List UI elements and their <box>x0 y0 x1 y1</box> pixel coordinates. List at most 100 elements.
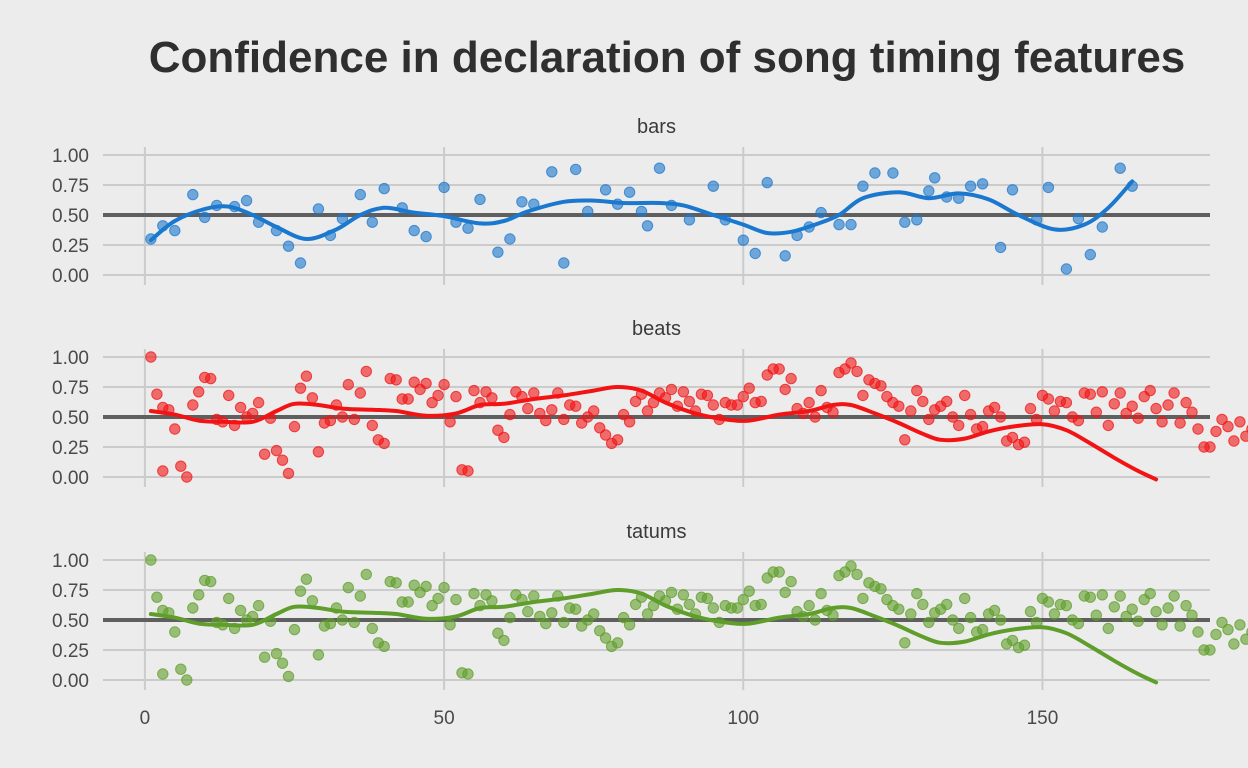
data-point <box>366 622 378 635</box>
data-point <box>785 575 797 588</box>
data-point <box>953 419 965 432</box>
data-point <box>707 399 719 411</box>
data-point <box>420 580 432 593</box>
data-point <box>312 203 325 215</box>
data-point <box>468 587 480 600</box>
data-point <box>1186 406 1198 418</box>
data-point <box>665 383 678 396</box>
data-point <box>282 240 295 252</box>
data-point <box>534 407 546 420</box>
data-point <box>306 595 319 607</box>
data-point <box>492 627 504 639</box>
data-point <box>887 167 899 179</box>
y-tick-label: 0.75 <box>52 176 89 197</box>
data-point <box>181 674 193 686</box>
data-point <box>869 167 881 179</box>
data-point <box>623 416 636 428</box>
data-point <box>905 405 917 417</box>
data-point <box>294 585 307 597</box>
data-point <box>1072 617 1085 630</box>
data-point <box>994 241 1007 254</box>
data-point <box>570 603 582 615</box>
data-point <box>516 196 528 208</box>
data-point <box>306 392 319 404</box>
data-point <box>462 465 474 477</box>
data-point <box>276 454 289 466</box>
panel-bars: bars 0.00 0.25 0.50 0.75 1.00 <box>52 116 1210 287</box>
data-point <box>1192 626 1204 638</box>
data-point <box>1210 425 1222 438</box>
data-point <box>546 166 558 178</box>
data-point <box>187 399 199 411</box>
y-tick-label: 0.75 <box>52 378 89 399</box>
x-axis: 0 50 100 150 <box>140 708 1059 729</box>
data-point <box>240 194 253 207</box>
data-point <box>294 382 307 394</box>
data-point <box>246 610 259 623</box>
data-point <box>1060 599 1073 612</box>
data-point <box>342 581 354 594</box>
data-point <box>522 402 534 415</box>
data-point <box>1168 590 1180 602</box>
y-tick-label: 0.50 <box>52 408 89 429</box>
data-point <box>617 408 630 421</box>
panel-tatums: tatums 0.00 0.25 0.50 0.75 1.00 <box>52 521 1248 692</box>
data-point <box>857 389 869 402</box>
data-point <box>1216 413 1228 426</box>
data-point <box>246 407 259 420</box>
data-point <box>1132 412 1144 424</box>
y-tick-label: 1.00 <box>52 146 89 167</box>
data-point <box>402 596 414 608</box>
data-point <box>611 637 624 649</box>
data-point <box>599 632 612 644</box>
data-point <box>1228 435 1240 447</box>
data-point <box>731 602 743 614</box>
data-point <box>1240 633 1248 645</box>
data-point <box>893 603 905 615</box>
x-tick-label: 0 <box>140 708 151 729</box>
data-point <box>486 595 498 607</box>
data-point <box>570 400 582 412</box>
data-point <box>205 575 217 588</box>
data-point <box>187 602 199 614</box>
data-point <box>964 611 977 624</box>
data-point <box>851 365 863 378</box>
data-point <box>312 649 325 661</box>
y-tick-label: 0.25 <box>52 236 89 257</box>
data-point <box>755 598 767 611</box>
smooth-line-beats <box>148 385 1159 482</box>
data-point <box>1084 388 1097 400</box>
data-point <box>354 387 366 399</box>
data-point <box>1234 416 1246 428</box>
data-point <box>941 395 953 408</box>
data-point <box>402 393 414 405</box>
data-point <box>701 389 714 402</box>
data-point <box>845 218 857 231</box>
data-point <box>875 380 887 392</box>
data-point <box>1150 605 1162 618</box>
data-point <box>785 372 797 385</box>
data-point <box>1072 414 1085 427</box>
data-point <box>641 405 654 417</box>
data-point <box>988 401 1001 414</box>
data-point <box>815 384 827 397</box>
data-point <box>546 404 558 416</box>
data-point <box>1144 587 1156 600</box>
data-point <box>923 616 935 629</box>
data-point <box>432 389 444 402</box>
data-point <box>851 568 863 581</box>
data-point <box>677 589 690 601</box>
data-point <box>737 390 749 403</box>
data-point <box>1180 599 1192 612</box>
data-point <box>438 181 450 194</box>
panel-label-tatums: tatums <box>626 521 686 543</box>
data-point <box>1168 387 1180 399</box>
data-point <box>1006 634 1019 647</box>
data-point <box>504 611 516 624</box>
data-point <box>342 378 354 391</box>
data-point <box>426 599 438 612</box>
data-point <box>899 434 911 446</box>
data-point <box>964 180 977 192</box>
data-point <box>1156 416 1168 428</box>
data-point <box>348 616 360 629</box>
